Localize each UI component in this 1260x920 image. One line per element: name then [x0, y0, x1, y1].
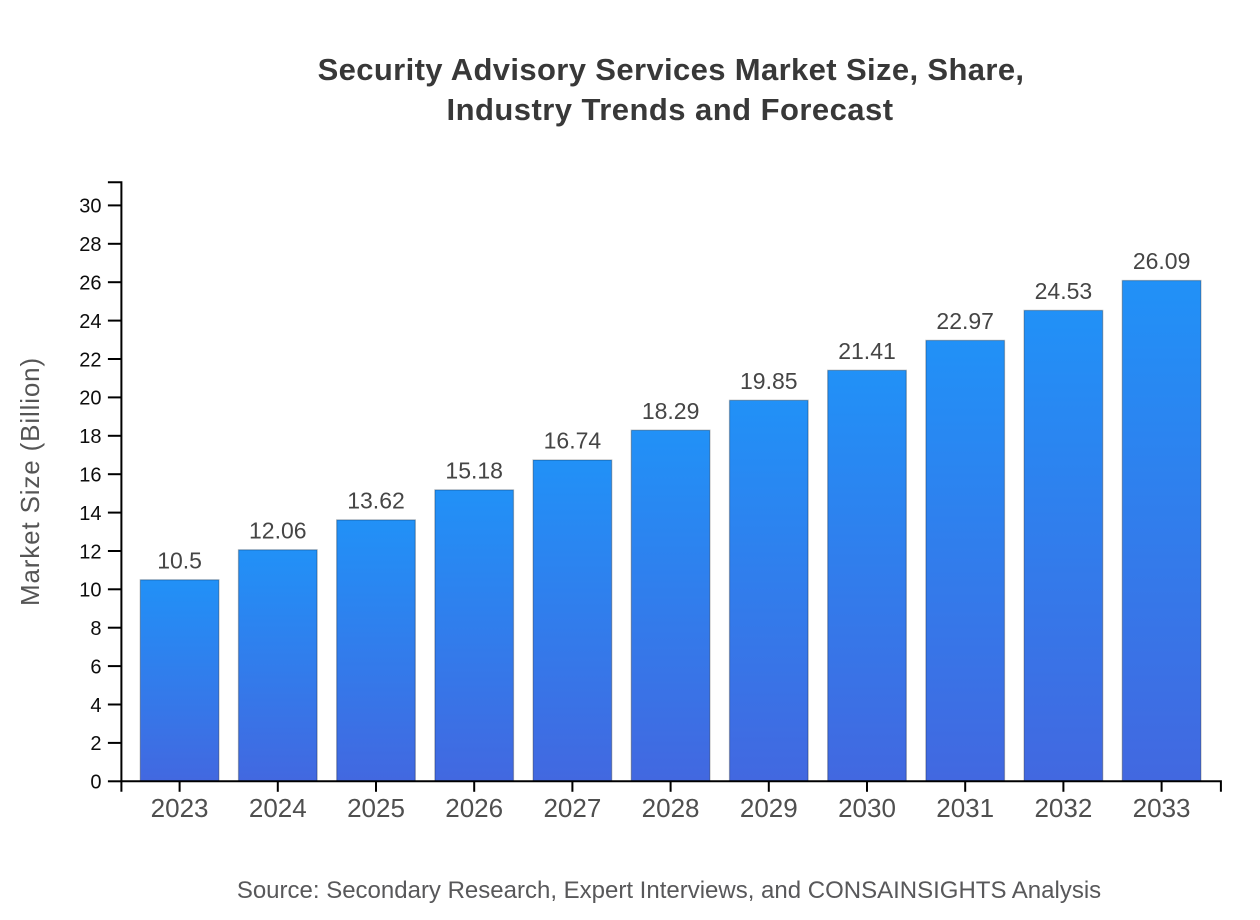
svg-text:2033: 2033 — [1133, 793, 1191, 823]
svg-text:2027: 2027 — [543, 793, 601, 823]
svg-text:18.29: 18.29 — [642, 398, 700, 424]
svg-text:Security Advisory Services Mar: Security Advisory Services Market Size, … — [318, 52, 1025, 87]
svg-text:2032: 2032 — [1034, 793, 1092, 823]
svg-text:2030: 2030 — [838, 793, 896, 823]
svg-text:16: 16 — [79, 465, 101, 487]
svg-text:4: 4 — [90, 695, 101, 717]
svg-text:10: 10 — [79, 580, 101, 602]
svg-text:Source: Secondary Research, Ex: Source: Secondary Research, Expert Inter… — [237, 877, 1101, 904]
svg-text:26: 26 — [79, 273, 101, 295]
svg-text:22.97: 22.97 — [936, 308, 994, 334]
svg-text:20: 20 — [79, 388, 101, 410]
svg-text:24: 24 — [79, 311, 101, 333]
svg-text:2029: 2029 — [740, 793, 798, 823]
svg-text:2026: 2026 — [445, 793, 503, 823]
svg-text:18: 18 — [79, 426, 101, 448]
svg-text:10.5: 10.5 — [157, 548, 202, 574]
svg-text:2031: 2031 — [936, 793, 994, 823]
svg-text:6: 6 — [90, 656, 101, 678]
svg-text:26.09: 26.09 — [1133, 248, 1191, 274]
svg-text:13.62: 13.62 — [347, 488, 405, 514]
svg-text:2028: 2028 — [642, 793, 700, 823]
svg-text:15.18: 15.18 — [445, 458, 503, 484]
svg-text:24.53: 24.53 — [1035, 278, 1093, 304]
svg-text:16.74: 16.74 — [544, 428, 602, 454]
svg-text:0: 0 — [90, 772, 101, 794]
svg-text:8: 8 — [90, 618, 101, 640]
svg-text:12.06: 12.06 — [249, 518, 307, 544]
svg-text:21.41: 21.41 — [838, 338, 896, 364]
svg-text:2025: 2025 — [347, 793, 405, 823]
svg-text:14: 14 — [79, 503, 101, 525]
svg-text:Market Size (Billion): Market Size (Billion) — [15, 357, 45, 606]
svg-text:22: 22 — [79, 349, 101, 371]
svg-text:19.85: 19.85 — [740, 368, 798, 394]
svg-text:30: 30 — [79, 196, 101, 218]
svg-text:28: 28 — [79, 234, 101, 256]
svg-text:2024: 2024 — [249, 793, 307, 823]
svg-text:2: 2 — [90, 733, 101, 755]
svg-text:Industry Trends and Forecast: Industry Trends and Forecast — [447, 92, 894, 127]
svg-text:2023: 2023 — [151, 793, 209, 823]
svg-text:12: 12 — [79, 541, 101, 563]
